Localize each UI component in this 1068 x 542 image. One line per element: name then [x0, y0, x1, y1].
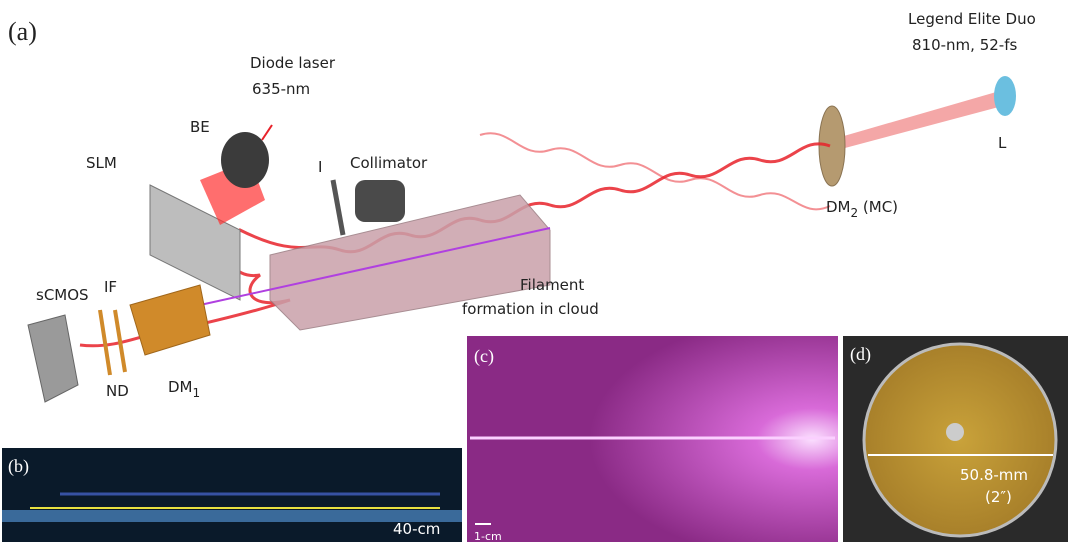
- panel-b: (b) 40-cm: [2, 448, 462, 542]
- beam-expander: [221, 132, 269, 188]
- label-suffix: (MC): [858, 198, 898, 216]
- panel-d: (d) 50.8-mm (2″): [843, 336, 1068, 542]
- mirror: [864, 344, 1056, 536]
- label: 635-nm: [252, 80, 310, 98]
- label: 810-nm, 52-fs: [912, 36, 1017, 54]
- scale-label: 1-cm: [474, 530, 502, 542]
- label: IF: [104, 278, 117, 296]
- scmos: [28, 315, 78, 402]
- label: Legend Elite Duo: [908, 10, 1036, 28]
- label: 50.8-mm: [960, 466, 1028, 484]
- label-sub: 2: [851, 206, 859, 220]
- label: (2″): [985, 488, 1012, 506]
- label: I: [318, 158, 322, 176]
- label: L: [998, 134, 1007, 152]
- if-filter: [100, 310, 110, 375]
- signal-beam-b: [480, 133, 830, 209]
- label-text: DM: [826, 198, 851, 216]
- panel-label: (a): [8, 17, 37, 46]
- label: BE: [190, 118, 210, 136]
- label: DM2 (MC): [826, 198, 898, 220]
- label: Diode laser: [250, 54, 336, 72]
- label-text: DM: [168, 378, 193, 396]
- figure: (a) Legend Elite Duo 810-nm, 52-fs Diode…: [0, 0, 1068, 542]
- label: ND: [106, 382, 129, 400]
- lens: [994, 76, 1016, 116]
- label: DM1: [168, 378, 200, 400]
- collimator: [355, 180, 405, 222]
- label: SLM: [86, 154, 117, 172]
- label: sCMOS: [36, 286, 89, 304]
- panel-label: (b): [8, 456, 29, 477]
- label: formation in cloud: [462, 300, 599, 318]
- panel-c: (c) 1-cm: [467, 336, 838, 542]
- dm1-mirror: [130, 285, 210, 355]
- spot: [946, 423, 964, 441]
- pump-beam: [830, 88, 1010, 152]
- diode-out: [262, 125, 272, 140]
- iris: [333, 180, 343, 235]
- panel-label: (c): [474, 346, 494, 367]
- label: Filament: [520, 276, 584, 294]
- dm2-mirror: [819, 106, 845, 186]
- label-sub: 1: [193, 386, 201, 400]
- scale-label: 40-cm: [393, 520, 440, 538]
- panel-label: (d): [850, 344, 871, 365]
- label: Collimator: [350, 154, 428, 172]
